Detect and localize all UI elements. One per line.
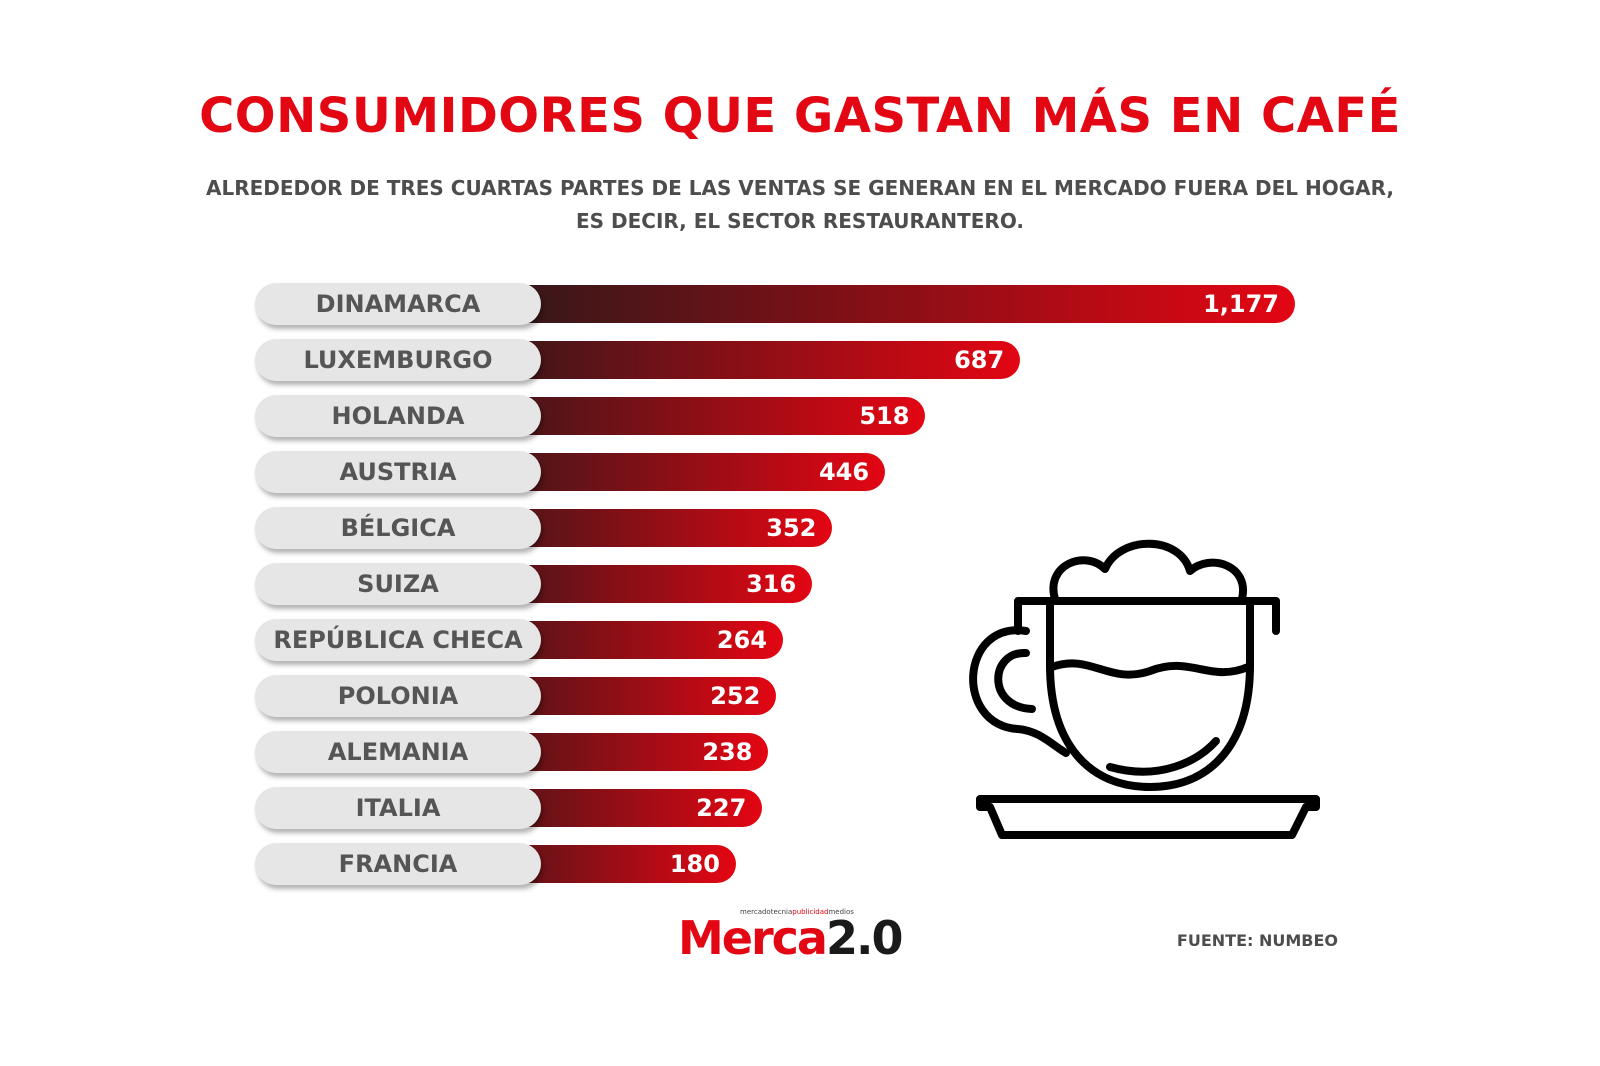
category-label: HOLANDA [255,395,541,437]
subtitle-line-2: ES DECIR, EL SECTOR RESTAURANTERO. [575,209,1024,233]
chart-title: CONSUMIDORES QUE GASTAN MÁS EN CAFÉ [199,88,1401,144]
subtitle-line-1: ALREDEDOR DE TRES CUARTAS PARTES DE LAS … [205,176,1395,200]
bar-row: 264 REPÚBLICA CHECA [255,619,1355,663]
bar-value-label: 352 [766,514,817,542]
logo-tag-start: mercadotecnia [740,908,793,916]
category-label: ITALIA [255,787,541,829]
source-note: FUENTE: NUMBEO [1176,931,1338,950]
bar-row: 238 ALEMANIA [255,731,1355,775]
logo-tag-mid: publicidad [792,908,829,916]
bar-value-label: 518 [859,402,910,430]
bar-value-label: 252 [710,682,761,710]
logo-tagline: mercadotecniapublicidadmedios [740,908,854,916]
bar-value-label: 227 [696,794,747,822]
bar-row: 518 HOLANDA [255,395,1355,439]
logo-wordmark: Merca2.0 [678,911,903,965]
category-label: FRANCIA [255,843,541,885]
bar-row: 446 AUSTRIA [255,451,1355,495]
coffee-cup-icon [969,539,1320,839]
category-label: BÉLGICA [255,507,541,549]
chart-subtitle: ALREDEDOR DE TRES CUARTAS PARTES DE LAS … [0,172,1600,238]
category-label: SUIZA [255,563,541,605]
bar-row: 1,177 DINAMARCA [255,283,1355,327]
bar-chart: 1,177 DINAMARCA 687 LUXEMBURGO 518 HOLANDA 446… [255,283,1355,903]
bar: 1,177 [405,285,1295,323]
logo-name-red: Merca [678,911,828,965]
bar-value-label: 238 [702,738,753,766]
bar-row: 180 FRANCIA [255,843,1355,887]
bar-row: 687 LUXEMBURGO [255,339,1355,383]
logo-tag-end: medios [828,908,854,916]
category-label: LUXEMBURGO [255,339,541,381]
bar-row: 316 SUIZA [255,563,1355,607]
bar-value-label: 446 [818,458,870,486]
category-label: ALEMANIA [255,731,541,773]
bar-row: 227 ITALIA [255,787,1355,831]
category-label: POLONIA [255,675,541,717]
category-label: AUSTRIA [255,451,541,493]
bar-value-label: 316 [746,570,797,598]
bar-value-label: 264 [716,626,768,654]
bar-value-label: 180 [669,850,720,878]
merca-logo: mercadotecniapublicidadmedios Merca2.0 [678,908,918,968]
bar-row: 252 POLONIA [255,675,1355,719]
bar-row: 352 BÉLGICA [255,507,1355,551]
bar-value-label: 687 [954,346,1005,374]
bar-value-label: 1,177 [1203,290,1279,318]
logo-name-dark: 2.0 [825,911,903,965]
category-label: REPÚBLICA CHECA [255,619,541,661]
category-label: DINAMARCA [255,283,541,325]
